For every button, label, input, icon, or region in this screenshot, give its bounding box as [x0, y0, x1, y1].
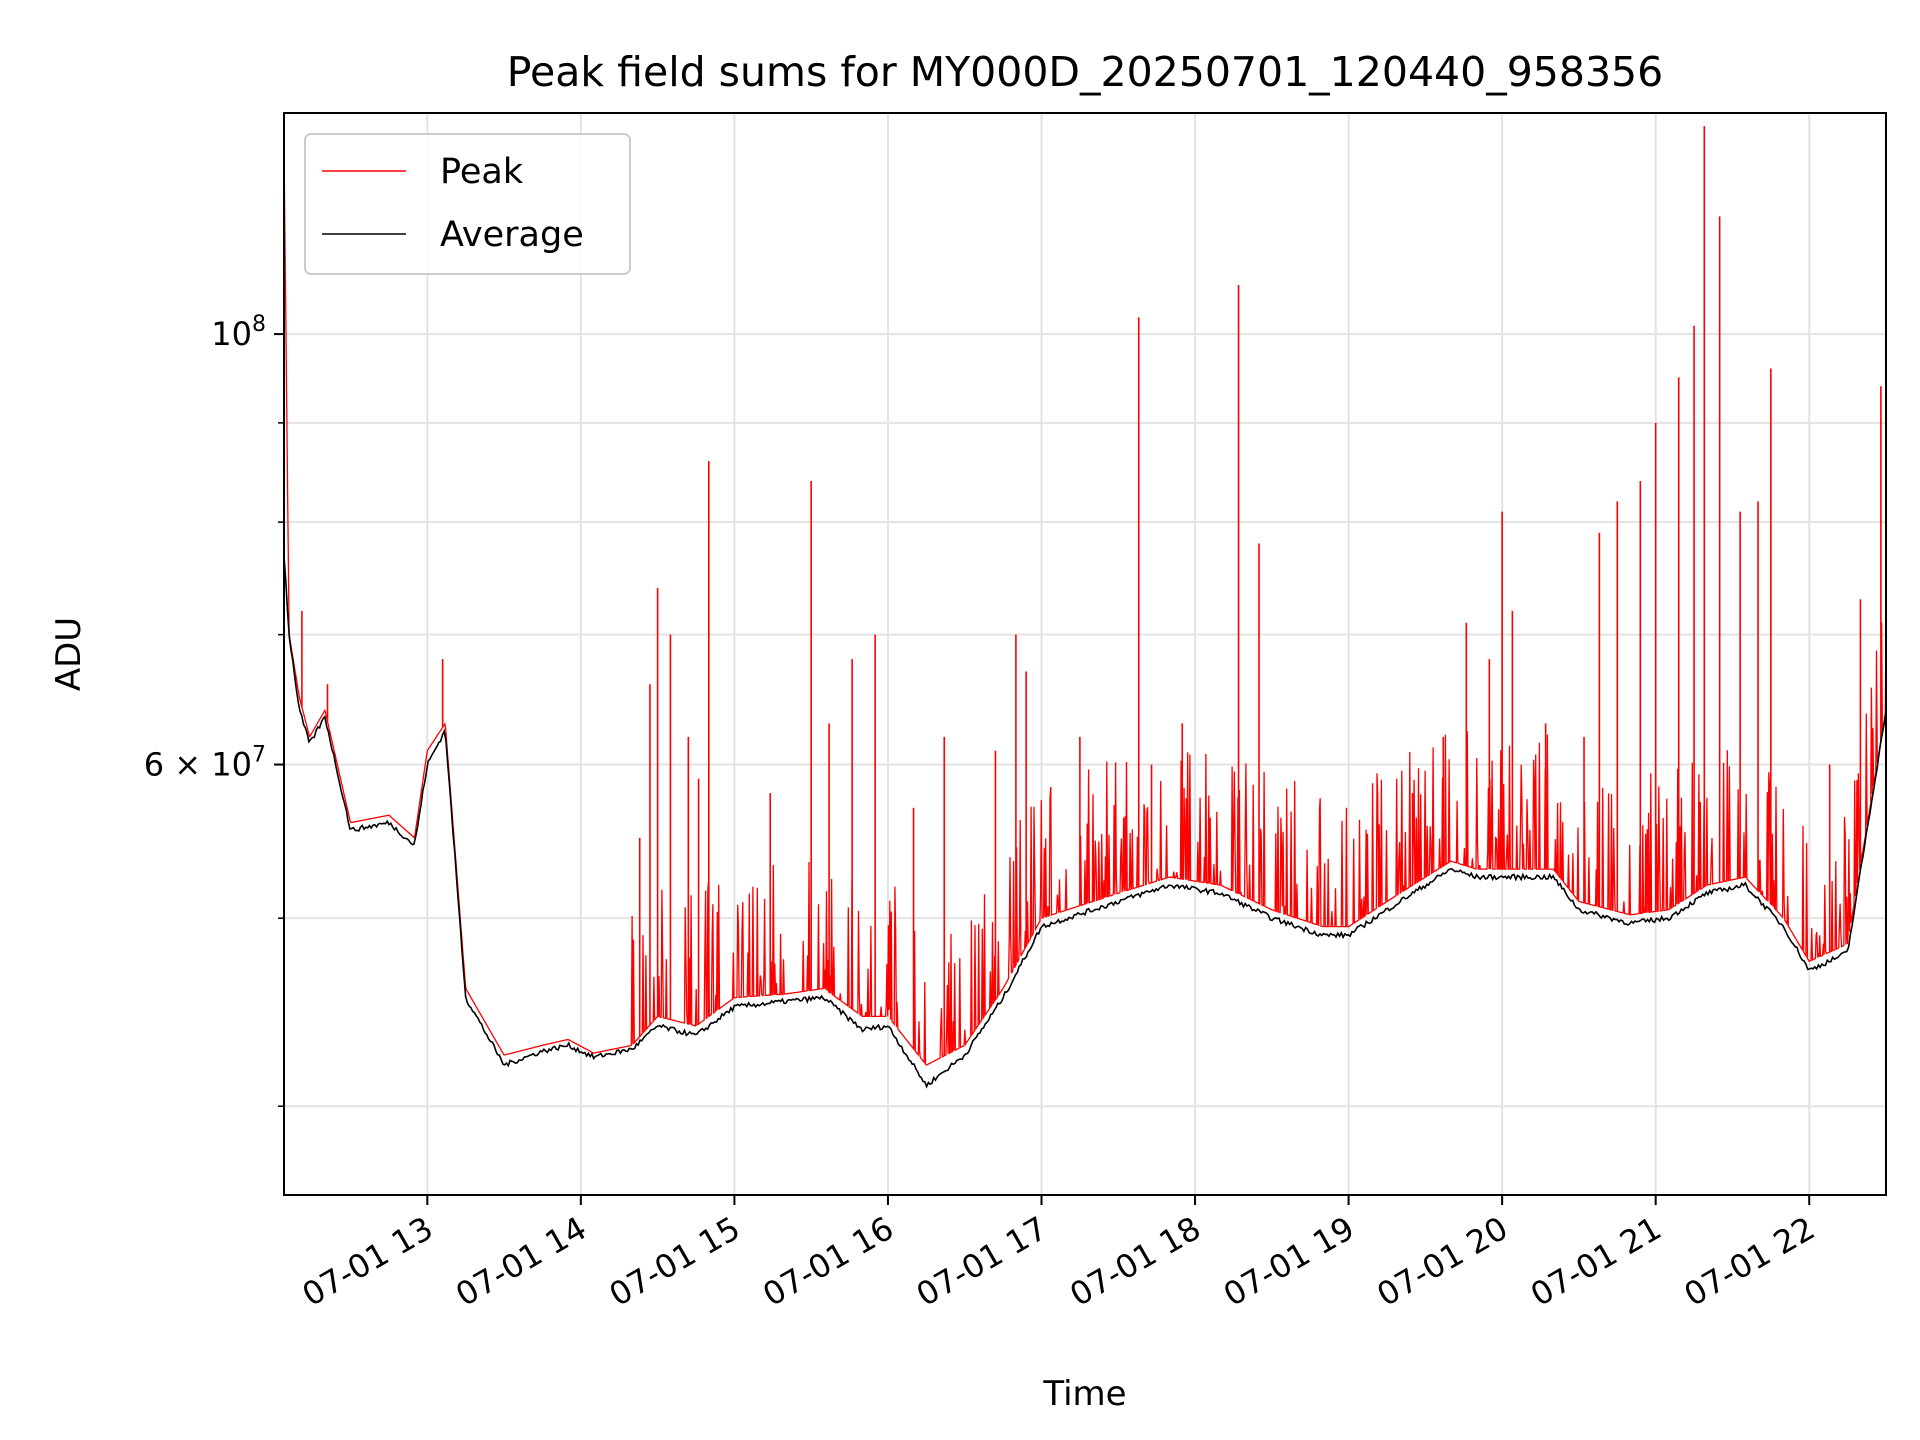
average-line — [283, 555, 1887, 1089]
plot-series — [283, 126, 1887, 1089]
y-tick-label: 6 × 107 — [144, 743, 266, 784]
y-axis: 108 6 × 107 — [144, 312, 284, 1107]
legend: Peak Average — [304, 133, 631, 275]
legend-peak-label: Peak — [440, 152, 524, 192]
plot-frame — [283, 112, 1887, 1196]
legend-box — [304, 133, 631, 275]
y-tick-label: 108 — [211, 312, 266, 353]
peak-line — [283, 146, 1887, 1066]
x-axis-title: Time — [1042, 1374, 1126, 1414]
chart-title: Peak field sums for MY000D_20250701_1204… — [507, 48, 1663, 96]
y-axis-title: ADU — [49, 617, 89, 691]
grid-lines — [284, 113, 1886, 1195]
legend-average-label: Average — [440, 215, 584, 255]
